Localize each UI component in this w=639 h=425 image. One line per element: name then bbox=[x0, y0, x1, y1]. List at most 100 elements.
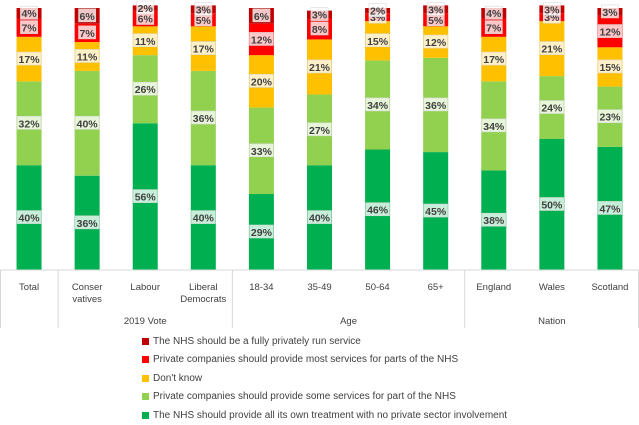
data-label-box bbox=[16, 51, 42, 66]
legend-swatch bbox=[142, 356, 149, 364]
data-label: 40% bbox=[77, 118, 99, 130]
data-label: 34% bbox=[367, 100, 389, 112]
data-label-box bbox=[133, 189, 158, 203]
data-label-box bbox=[191, 41, 216, 55]
data-label: 32% bbox=[19, 118, 41, 130]
data-label: 34% bbox=[483, 121, 505, 133]
group-label: Nation bbox=[538, 316, 565, 327]
data-label: 2% bbox=[370, 6, 386, 18]
data-label: 36% bbox=[77, 218, 99, 230]
data-label: 17% bbox=[193, 44, 215, 56]
data-label-box bbox=[481, 212, 506, 227]
data-label: 50% bbox=[541, 200, 563, 212]
data-label-box bbox=[481, 51, 506, 66]
data-label-box bbox=[423, 34, 448, 49]
data-label: 5% bbox=[428, 15, 444, 27]
data-label-box bbox=[307, 122, 332, 137]
data-label-box bbox=[136, 0, 155, 15]
data-label: 27% bbox=[309, 125, 331, 137]
legend-label: Private companies should provide most se… bbox=[153, 354, 459, 366]
data-label-box bbox=[365, 33, 390, 48]
category-label: Democrats bbox=[180, 294, 226, 305]
category-label: Labour bbox=[130, 282, 160, 293]
data-label-box bbox=[365, 202, 390, 217]
data-label: 15% bbox=[367, 36, 389, 48]
data-label: 5% bbox=[196, 15, 212, 27]
data-label: 21% bbox=[309, 62, 331, 74]
data-label: 17% bbox=[483, 54, 505, 66]
data-label: 15% bbox=[599, 62, 621, 74]
group-label: Age bbox=[340, 316, 357, 327]
data-label: 2% bbox=[138, 3, 154, 15]
data-label: 12% bbox=[599, 27, 621, 39]
legend-label: The NHS should provide all its own treat… bbox=[153, 409, 508, 421]
data-label: 3% bbox=[544, 4, 560, 16]
data-label: 12% bbox=[425, 37, 447, 49]
category-label: Total bbox=[19, 282, 39, 293]
data-label-box bbox=[597, 109, 623, 124]
data-label-box bbox=[249, 74, 274, 88]
legend-item: Don't know bbox=[142, 369, 507, 388]
data-label-box bbox=[133, 33, 158, 48]
category-label: Wales bbox=[539, 282, 565, 293]
category-label: 18-34 bbox=[249, 282, 273, 293]
data-label-box bbox=[310, 21, 329, 36]
data-label-box bbox=[191, 210, 216, 224]
data-label: 17% bbox=[19, 54, 41, 66]
data-label: 3% bbox=[602, 7, 618, 19]
data-label: 7% bbox=[21, 23, 37, 35]
legend-item: Private companies should provide some se… bbox=[142, 388, 507, 407]
data-label: 24% bbox=[541, 103, 563, 115]
data-label: 3% bbox=[312, 10, 328, 22]
data-label-box bbox=[597, 201, 623, 215]
data-label-box bbox=[601, 4, 619, 19]
data-label: 38% bbox=[483, 215, 505, 227]
data-label: 11% bbox=[77, 51, 98, 63]
data-label-box bbox=[484, 20, 503, 34]
data-label: 40% bbox=[309, 213, 331, 225]
data-label: 29% bbox=[251, 227, 273, 239]
data-label-box bbox=[307, 210, 332, 224]
data-label-box bbox=[20, 5, 38, 20]
legend-item: The NHS should provide all its own treat… bbox=[142, 406, 507, 425]
data-label-box bbox=[78, 8, 97, 23]
data-label: 6% bbox=[254, 11, 270, 23]
data-label-box bbox=[74, 115, 100, 130]
data-label-box bbox=[252, 8, 271, 23]
data-label-box bbox=[194, 2, 213, 16]
data-label-box bbox=[307, 59, 332, 74]
legend-label: The NHS should be a fully privately run … bbox=[153, 335, 361, 347]
data-label: 11% bbox=[135, 36, 156, 48]
data-label-box bbox=[249, 224, 274, 239]
category-label: Liberal bbox=[189, 282, 218, 293]
data-label-box bbox=[249, 143, 274, 158]
data-label-box bbox=[74, 215, 100, 230]
data-label-box bbox=[365, 97, 390, 112]
stacked-bar-chart: 40%32%17%7%4%36%40%11%7%6%56%26%11%6%2%4… bbox=[0, 0, 639, 328]
data-label-box bbox=[539, 197, 565, 211]
data-label: 36% bbox=[425, 100, 447, 112]
data-label-box bbox=[597, 24, 623, 38]
legend-swatch bbox=[142, 411, 149, 419]
data-label: 6% bbox=[80, 11, 96, 23]
category-label: 35-49 bbox=[307, 282, 331, 293]
legend-label: Private companies should provide some se… bbox=[153, 391, 456, 403]
data-label: 40% bbox=[19, 213, 41, 225]
data-label: 3% bbox=[428, 4, 444, 16]
data-label: 4% bbox=[486, 8, 502, 20]
group-label: 2019 Vote bbox=[124, 316, 167, 327]
data-label-box bbox=[426, 2, 445, 16]
category-label: Scotland bbox=[591, 282, 628, 293]
data-label: 6% bbox=[138, 13, 154, 25]
data-label: 26% bbox=[135, 84, 157, 96]
legend-swatch bbox=[142, 337, 149, 345]
category-label: 65+ bbox=[428, 282, 445, 293]
legend-swatch bbox=[142, 374, 149, 382]
data-label-box bbox=[74, 49, 100, 63]
data-label: 3% bbox=[196, 4, 212, 16]
data-label-box bbox=[20, 20, 38, 34]
legend-item: Private companies should provide most se… bbox=[142, 351, 507, 370]
data-label-box bbox=[310, 7, 329, 21]
category-label: England bbox=[476, 282, 511, 293]
